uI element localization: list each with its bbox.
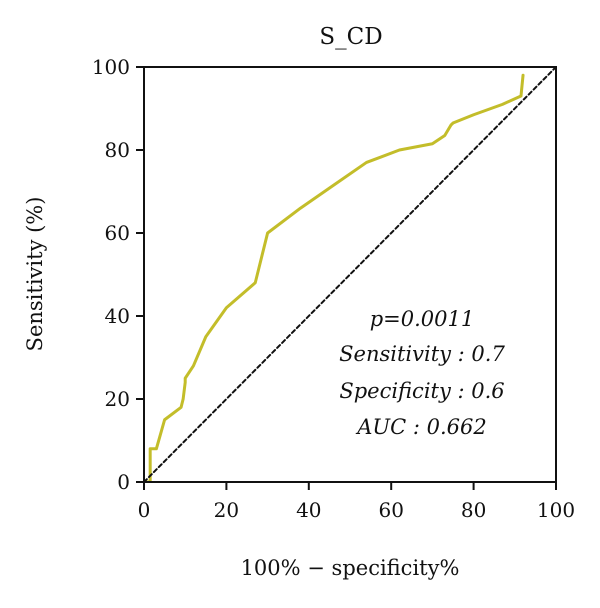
roc-curve-line — [144, 73, 525, 482]
x-tick-label: 60 — [378, 498, 403, 522]
x-tick-label: 80 — [461, 498, 486, 522]
y-tick-label: 40 — [105, 304, 130, 328]
y-tick-label: 20 — [105, 387, 130, 411]
series-layer — [144, 67, 556, 482]
y-tick-label: 100 — [92, 55, 130, 79]
y-tick-label: 60 — [105, 221, 130, 245]
plot-frame — [143, 66, 557, 483]
x-axis: 0 20 40 60 80 100 — [138, 482, 575, 522]
specificity-text: Specificity : 0.6 — [339, 379, 504, 403]
stats-annotation: p=0.0011 Sensitivity : 0.7 Specificity :… — [339, 307, 505, 439]
x-tick-label: 100 — [537, 498, 575, 522]
reference-diagonal-line — [144, 67, 556, 482]
x-tick-label: 0 — [138, 498, 151, 522]
x-tick-label: 20 — [214, 498, 239, 522]
y-tick-label: 0 — [117, 470, 130, 494]
x-axis-label: 100% − specificity% — [241, 556, 460, 580]
y-axis: 0 20 40 60 80 100 — [92, 55, 144, 494]
p-value-text: p=0.0011 — [370, 307, 475, 331]
sensitivity-text: Sensitivity : 0.7 — [339, 342, 505, 366]
y-tick-label: 80 — [105, 138, 130, 162]
auc-text: AUC : 0.662 — [355, 415, 486, 439]
chart-title: S_CD — [319, 24, 382, 50]
y-axis-label: Sensitivity (%) — [23, 197, 47, 352]
x-tick-label: 40 — [296, 498, 321, 522]
